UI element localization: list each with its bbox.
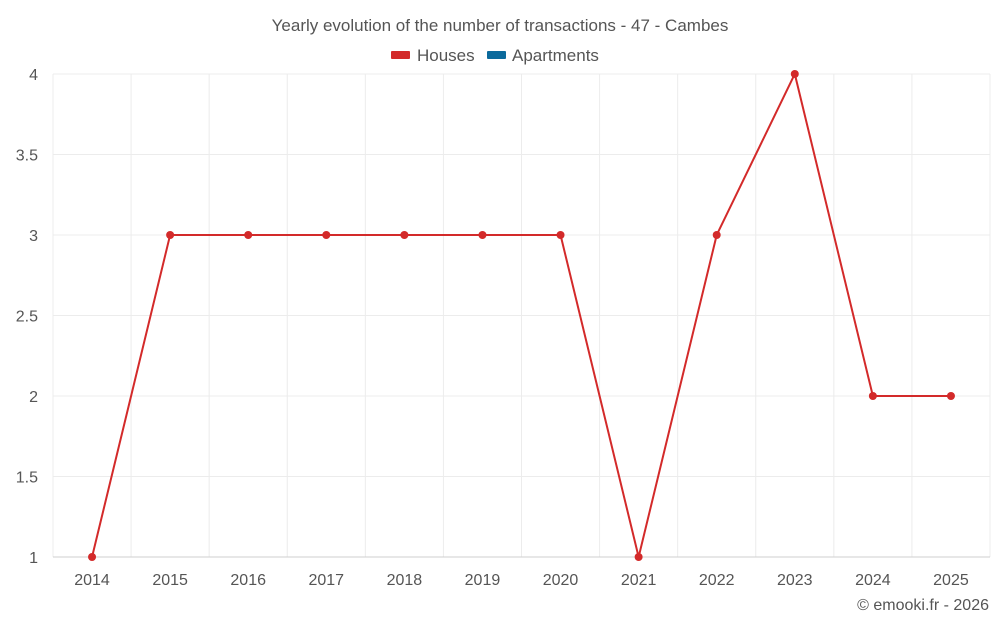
y-axis: 1 1.5 2 2.5 3 3.5 4 [16,67,38,567]
x-tick-label: 2021 [621,572,657,589]
legend-item-apartments[interactable]: Apartments [487,46,599,65]
credit-text: © emooki.fr - 2026 [857,597,989,614]
data-point-houses[interactable] [478,231,487,239]
x-tick-label: 2016 [230,572,266,589]
x-tick-label: 2014 [74,572,110,589]
x-tick-label: 2025 [933,572,969,589]
legend-swatch-houses [391,51,410,59]
x-tick-label: 2020 [543,572,579,589]
chart-title: Yearly evolution of the number of transa… [272,16,729,35]
plot-area [88,70,955,561]
x-axis: 2014 2015 2016 2017 2018 2019 2020 2021 2022 2023… [53,556,990,589]
legend-item-houses[interactable]: Houses [391,46,475,65]
y-tick-label: 4 [29,67,38,84]
legend-label-houses: Houses [417,46,475,65]
x-tick-label: 2022 [699,572,735,589]
data-point-houses[interactable] [400,231,409,239]
data-point-houses[interactable] [868,392,877,400]
y-tick-label: 1.5 [16,470,38,487]
data-point-houses[interactable] [322,231,331,239]
data-point-houses[interactable] [88,553,97,561]
series-line-houses [91,71,951,558]
grid [52,73,991,557]
x-tick-label: 2017 [308,572,344,589]
y-tick-label: 2 [29,389,38,406]
x-tick-label: 2023 [777,572,813,589]
data-point-houses[interactable] [166,231,175,239]
legend-swatch-apartments [487,51,506,59]
x-tick-label: 2015 [152,572,188,589]
x-tick-label: 2024 [855,572,891,589]
data-point-houses[interactable] [556,231,565,239]
legend-label-apartments: Apartments [512,46,599,65]
y-tick-label: 3 [29,228,38,245]
legend: Houses Apartments [391,46,599,65]
y-tick-label: 3.5 [16,148,38,165]
x-tick-label: 2019 [465,572,501,589]
data-point-houses[interactable] [712,231,721,239]
y-tick-label: 2.5 [16,309,38,326]
data-point-houses[interactable] [790,70,799,78]
data-point-houses[interactable] [244,231,253,239]
y-tick-label: 1 [29,550,38,567]
data-point-houses[interactable] [634,553,643,561]
x-tick-label: 2018 [387,572,423,589]
data-point-houses[interactable] [946,392,955,400]
